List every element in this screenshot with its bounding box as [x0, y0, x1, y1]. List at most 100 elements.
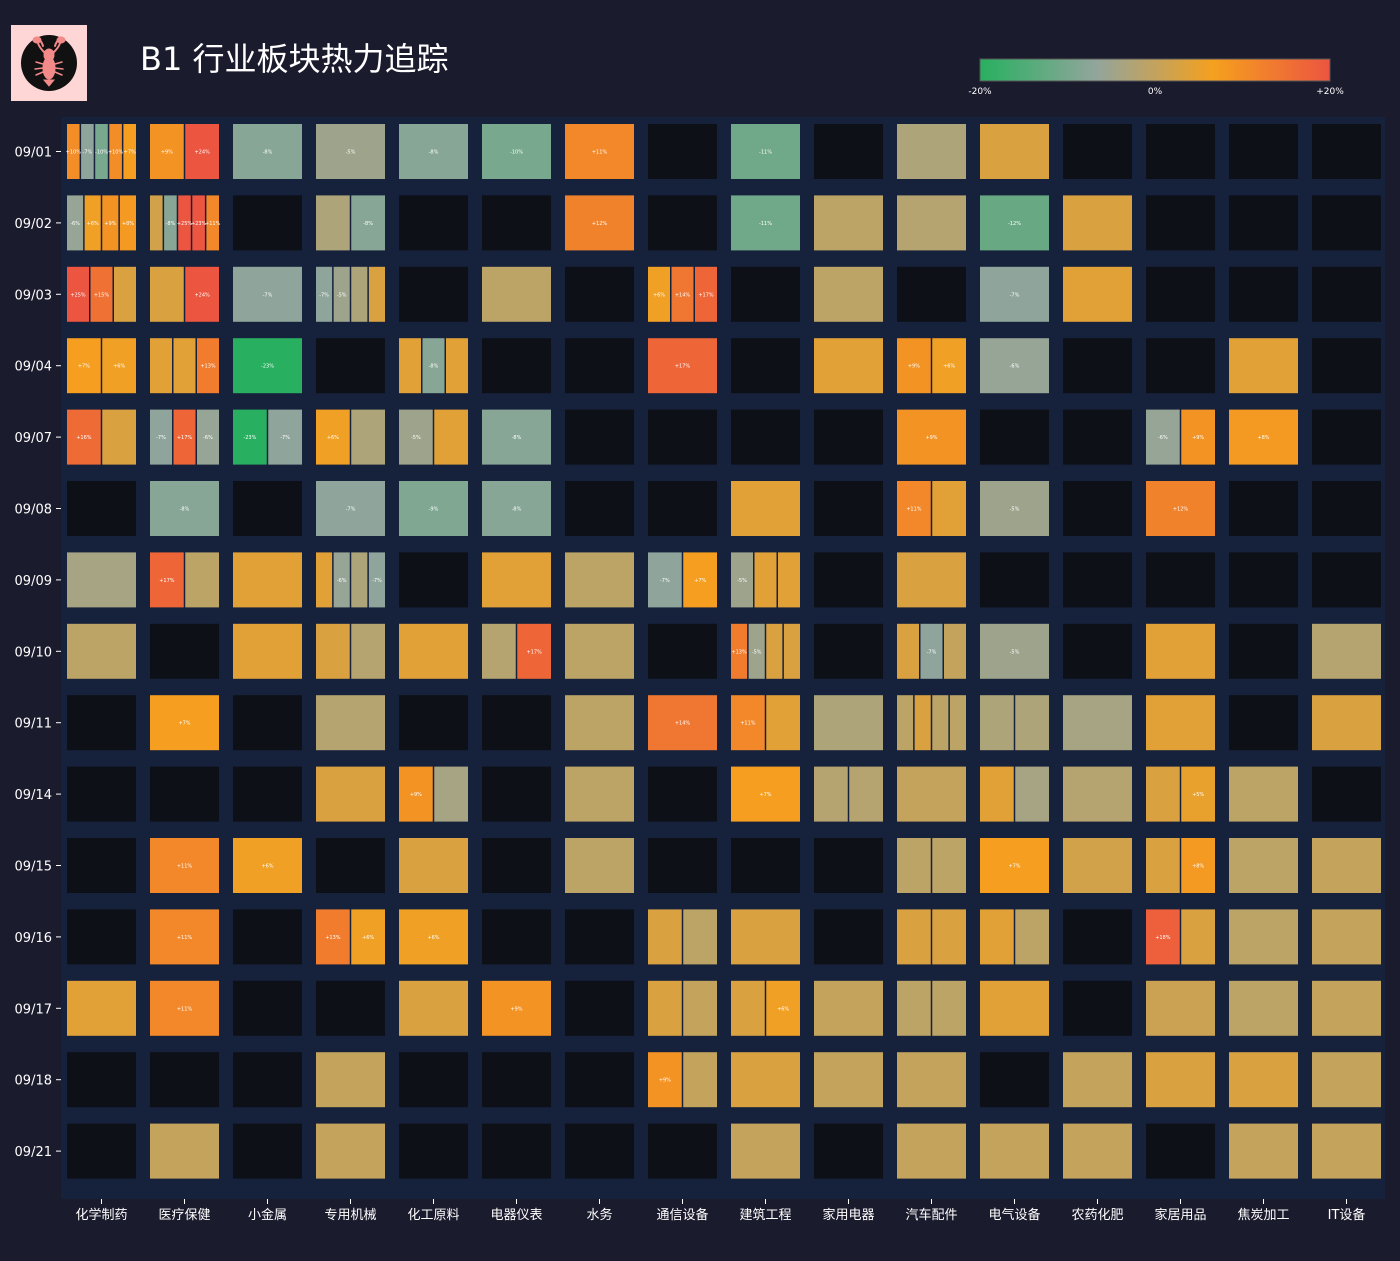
heatmap-cell-empty	[565, 1052, 634, 1108]
cell-value-label: +5%	[1192, 792, 1204, 798]
heatmap-cell	[482, 552, 551, 608]
heatmap-cell-empty	[233, 766, 302, 822]
cell-value-label: +7%	[694, 578, 706, 584]
heatmap-cell	[932, 909, 966, 965]
heatmap-cell-empty	[233, 195, 302, 251]
heatmap-cell	[150, 980, 219, 1036]
heatmap-cell	[268, 409, 302, 465]
heatmap-cell-empty	[1063, 124, 1132, 179]
heatmap-cell-empty	[648, 838, 717, 893]
heatmap-cell-empty	[233, 481, 302, 536]
column-labels: 化学制药 医疗保健 小金属 专用机械 化工原料 电器仪表 水务 通信设备 建筑工程 家用电器 汽车配…	[75, 1199, 1365, 1223]
heatmap-cell	[897, 623, 919, 679]
cell-value-label: +6%	[261, 864, 273, 870]
heatmap-cell	[980, 195, 1049, 251]
cell-value-label: +9%	[410, 792, 422, 798]
row-label: 09/07	[15, 431, 52, 446]
cell-value-label: -5%	[411, 435, 421, 441]
heatmap-cell	[316, 552, 333, 608]
cell-value-label: -7%	[927, 649, 937, 655]
cell-value-label: -7%	[280, 435, 290, 441]
cell-value-label: +17%	[675, 364, 691, 370]
heatmap-cell-empty	[1146, 195, 1215, 251]
heatmap-cell	[914, 695, 931, 751]
cell-value-label: +9%	[104, 221, 116, 227]
heatmap-cell-empty	[67, 695, 136, 751]
cell-value-label: -8%	[512, 435, 522, 441]
heatmap-cell-empty	[150, 1052, 219, 1108]
cell-value-label: -5%	[737, 578, 747, 584]
heatmap-cell	[1229, 838, 1298, 893]
heatmap-cell-empty	[648, 481, 717, 536]
heatmap-cell	[980, 1123, 1049, 1179]
heatmap-cell	[897, 1052, 966, 1108]
cell-value-label: +11%	[906, 507, 922, 513]
heatmap-cell	[233, 338, 302, 394]
cell-value-label: +6%	[653, 292, 665, 298]
heatmap-cell-empty	[1146, 1123, 1215, 1179]
heatmap-cell-empty	[316, 838, 385, 893]
heatmap-cell	[766, 623, 783, 679]
heatmap-cell	[932, 338, 966, 394]
heatmap-cell	[944, 623, 966, 679]
heatmap-cell	[316, 1052, 385, 1108]
row-label: 09/01	[15, 146, 52, 161]
row-label: 09/02	[15, 217, 52, 232]
row-labels: 09/01 09/02 09/03 09/04 09/07 09/08 09/09 09/10…	[15, 146, 61, 1160]
cell-value-label: +12%	[1173, 507, 1189, 513]
heatmap-cell	[173, 409, 196, 465]
heatmap-cell	[980, 766, 1014, 822]
heatmap-cell	[766, 980, 800, 1036]
cell-value-label: -8%	[363, 221, 373, 227]
heatmap-cell	[731, 195, 800, 251]
heatmap-cell	[84, 195, 101, 251]
colorbar-min-label: -20%	[968, 87, 992, 97]
heatmap-cell-empty	[1229, 195, 1298, 251]
heatmap-cell-empty	[67, 766, 136, 822]
heatmap-cell	[932, 695, 949, 751]
heatmap-cell	[748, 623, 765, 679]
heatmap-cell	[565, 838, 634, 893]
heatmap-cell	[233, 409, 267, 465]
heatmap-cell-empty	[565, 338, 634, 394]
row-label: 09/17	[15, 1002, 52, 1017]
cell-value-label: -6%	[1010, 364, 1020, 370]
row-label: 09/09	[15, 574, 52, 589]
cell-value-label: +7%	[1008, 864, 1020, 870]
heatmap-cell	[1146, 909, 1180, 965]
cell-value-label: +6%	[777, 1006, 789, 1012]
heatmap-cell	[731, 909, 800, 965]
heatmap-cell	[368, 266, 385, 322]
heatmap-cell	[731, 695, 765, 751]
heatmap-cell	[731, 1123, 800, 1179]
heatmap-cell-empty	[731, 266, 800, 322]
heatmap-cell	[422, 338, 445, 394]
heatmap-cell	[897, 124, 966, 179]
column-label: 电气设备	[988, 1207, 1040, 1223]
heatmap-cell	[814, 695, 883, 751]
heatmap-cell	[482, 481, 551, 536]
colorbar-gradient	[979, 58, 1331, 82]
heatmap-cell	[67, 266, 89, 322]
heatmap-cell-empty	[233, 980, 302, 1036]
heatmap-cell	[565, 623, 634, 679]
cell-value-label: -8%	[263, 150, 273, 156]
column-label: 水务	[586, 1207, 612, 1223]
cell-value-label: +7%	[759, 792, 771, 798]
heatmap-cell	[67, 409, 101, 465]
heatmap-cell	[333, 552, 350, 608]
heatmap-cell	[1015, 695, 1049, 751]
heatmap-cell	[233, 124, 302, 179]
cell-value-label: +13%	[200, 364, 216, 370]
heatmap-cell	[185, 124, 219, 179]
heatmap-cell	[150, 909, 219, 965]
cell-value-label: +11%	[177, 935, 193, 941]
cell-value-label: +11%	[177, 864, 193, 870]
heatmap-cell	[1181, 909, 1215, 965]
heatmap-cell-empty	[233, 1052, 302, 1108]
heatmap-cell-empty	[1312, 266, 1381, 322]
heatmap-cell-empty	[399, 1123, 468, 1179]
heatmap-cell-empty	[233, 909, 302, 965]
heatmap-cell	[648, 266, 670, 322]
cell-value-label: -5%	[1010, 649, 1020, 655]
